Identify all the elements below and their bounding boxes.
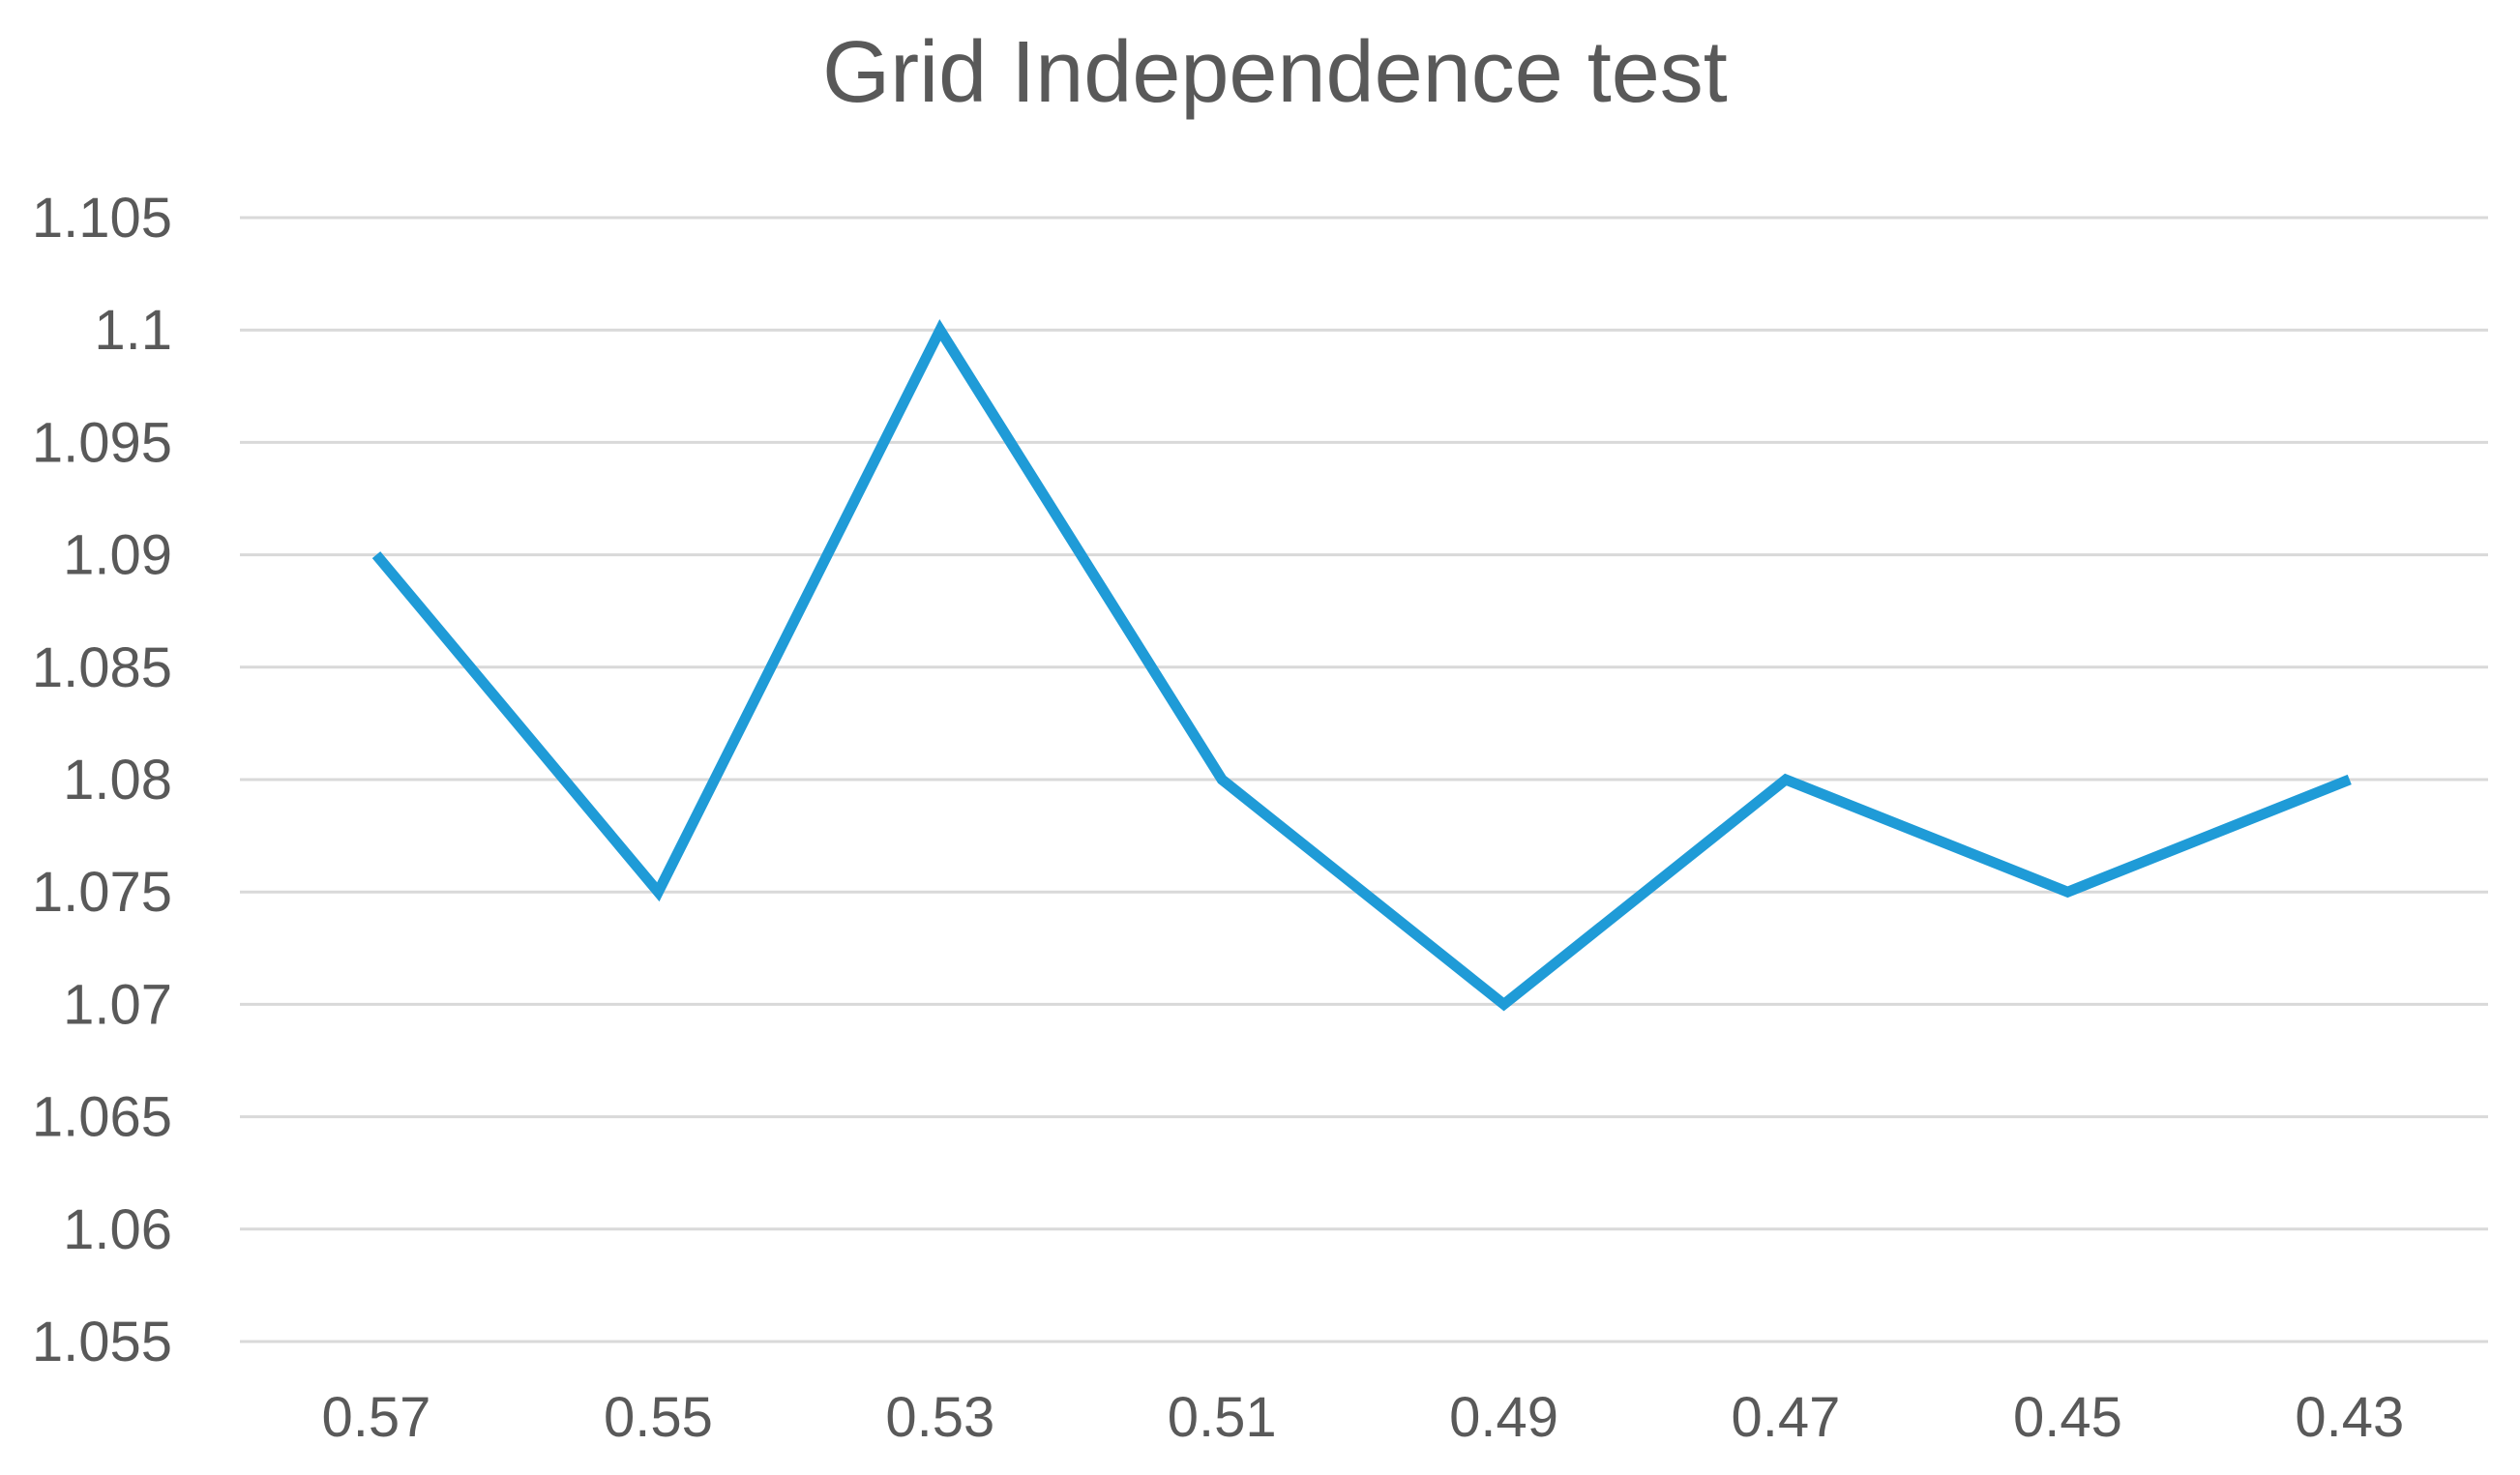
y-tick-label: 1.105 bbox=[32, 187, 172, 250]
x-tick-label: 0.55 bbox=[604, 1386, 713, 1449]
x-tick-label: 0.57 bbox=[322, 1386, 431, 1449]
y-tick-label: 1.085 bbox=[32, 636, 172, 699]
x-tick-label: 0.43 bbox=[2295, 1386, 2404, 1449]
y-tick-label: 1.09 bbox=[63, 524, 172, 587]
data-series bbox=[371, 318, 2352, 1012]
y-tick-label: 1.055 bbox=[32, 1311, 172, 1373]
y-tick-label: 1.07 bbox=[63, 973, 172, 1036]
y-tick-label: 1.08 bbox=[63, 749, 172, 811]
x-tick-label: 0.45 bbox=[2013, 1386, 2122, 1449]
x-axis-tick-labels: 0.57 0.55 0.53 0.51 0.49 0.47 0.45 0.43 bbox=[322, 1386, 2405, 1449]
y-axis-tick-labels: 1.055 1.06 1.065 1.07 1.075 1.08 1.085 1.09 1.09… bbox=[32, 187, 172, 1373]
chart-title: Grid Independence test bbox=[822, 24, 1728, 121]
x-tick-label: 0.51 bbox=[1168, 1386, 1277, 1449]
y-tick-label: 1.065 bbox=[32, 1086, 172, 1149]
y-tick-label: 1.095 bbox=[32, 411, 172, 474]
x-tick-label: 0.53 bbox=[885, 1386, 994, 1449]
x-tick-label: 0.49 bbox=[1449, 1386, 1558, 1449]
y-tick-label: 1.1 bbox=[94, 299, 172, 362]
y-tick-label: 1.075 bbox=[32, 861, 172, 924]
x-tick-label: 0.47 bbox=[1732, 1386, 1841, 1449]
series-line bbox=[371, 318, 2352, 1012]
y-tick-label: 1.06 bbox=[63, 1198, 172, 1261]
